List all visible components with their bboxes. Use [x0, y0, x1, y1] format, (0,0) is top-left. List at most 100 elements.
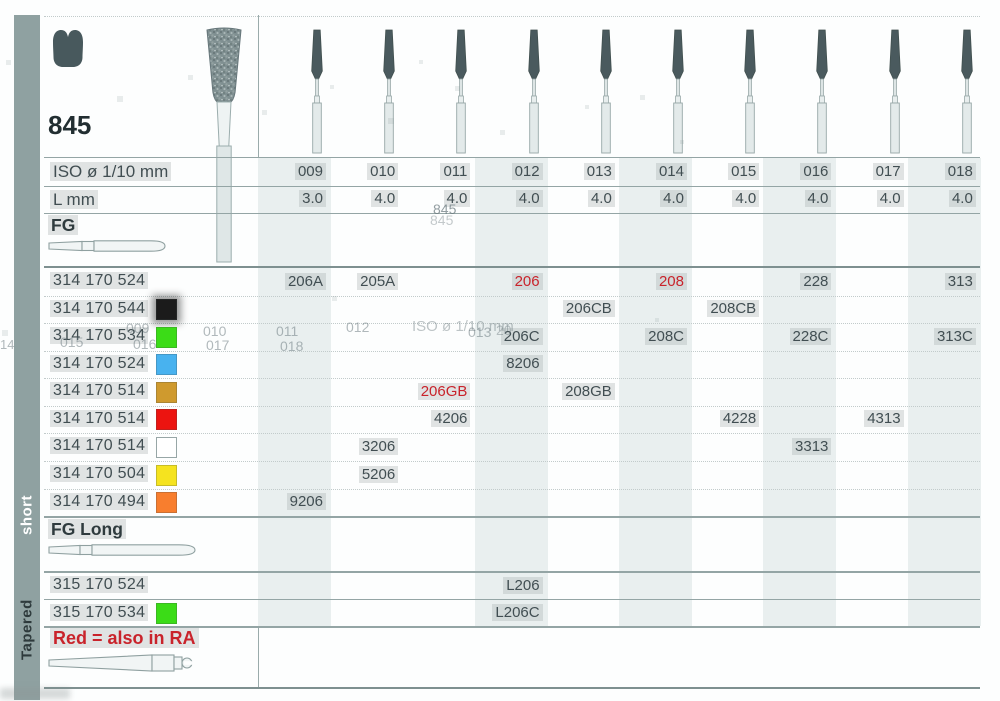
product-number: L206: [475, 576, 547, 594]
order-code: 314 170 524: [50, 272, 149, 290]
scan-ghost-text: 011: [276, 323, 299, 339]
rule: [44, 516, 980, 518]
noise-dot: [680, 140, 684, 144]
iso-value: 009: [258, 163, 330, 180]
mini-bur-image: [954, 27, 980, 155]
sidebar-label-short: short: [18, 495, 36, 535]
product-number: 206C: [475, 327, 547, 345]
rule: [44, 687, 980, 689]
scan-ghost-text: 015: [60, 334, 84, 350]
product-number: 208GB: [547, 382, 619, 400]
product-number: 208C: [619, 327, 691, 345]
color-dot-white: [156, 436, 177, 458]
noise-dot: [585, 105, 589, 109]
noise-dot: [330, 85, 334, 89]
product-number: 4228: [691, 410, 763, 428]
iso-value: 018: [908, 163, 980, 180]
order-code: 314 170 514: [50, 437, 149, 455]
scan-ghost-text: 009: [126, 320, 150, 336]
scan-ghost-text: 018: [280, 338, 304, 354]
mini-bur-image: [882, 27, 908, 155]
scan-ghost-text: 845: [433, 201, 457, 217]
section-label-fg-long: FG Long: [48, 519, 126, 540]
column-band: [619, 158, 692, 626]
order-code: 315 170 524: [50, 576, 149, 594]
order-code: 314 170 494: [50, 492, 149, 511]
footnote-red-ra: Red = also in RA: [50, 628, 199, 649]
mini-bur-image: [304, 27, 330, 155]
noise-dot: [388, 118, 394, 124]
product-number: 206CB: [547, 300, 619, 318]
scan-ghost-text: 012: [346, 319, 370, 335]
product-number: 228: [763, 272, 835, 290]
product-number: L206C: [475, 604, 547, 621]
order-code: 314 170 524: [50, 354, 149, 373]
color-dot-ochre: [156, 381, 177, 403]
l-value: 4.0: [330, 190, 402, 207]
section-label-fg: FG: [48, 215, 79, 236]
order-code: 314 170 504: [50, 465, 149, 483]
ra-shank-icon: [48, 651, 198, 675]
mini-bur-image: [809, 27, 835, 155]
l-value: 4.0: [836, 190, 908, 207]
product-number: 3206: [330, 437, 402, 455]
iso-value: 015: [691, 163, 763, 180]
noise-dot: [655, 318, 659, 322]
l-value: 4.0: [691, 190, 763, 207]
l-value: 4.0: [402, 190, 474, 207]
sidebar-label-tapered: Tapered: [18, 599, 36, 661]
scan-smudge: [0, 688, 70, 699]
length-label: L mm: [50, 190, 98, 210]
l-value: 4.0: [619, 190, 691, 207]
iso-value: 013: [547, 163, 619, 180]
noise-dot: [500, 130, 505, 135]
noise-dot: [332, 296, 337, 301]
noise-dot: [2, 330, 8, 336]
rule: [44, 350, 980, 352]
product-number: 4206: [402, 410, 474, 428]
product-number: 8206: [475, 355, 547, 373]
product-number: 4313: [836, 410, 908, 428]
product-number: 206: [475, 272, 547, 290]
color-dot-black: [156, 299, 177, 321]
iso-value: 010: [330, 163, 402, 180]
mini-bur-image: [665, 27, 691, 155]
product-number: 228C: [763, 327, 835, 345]
scan-ghost-text: 016: [133, 336, 157, 352]
order-code: 314 170 544: [50, 299, 149, 318]
scan-ghost-text: 017: [206, 337, 230, 353]
color-dot-green: [156, 603, 177, 624]
column-band: [474, 158, 548, 626]
column-band: [258, 158, 331, 626]
mini-bur-image: [448, 27, 474, 155]
rule: [44, 598, 980, 600]
noise-dot: [455, 86, 460, 91]
product-number: 5206: [330, 465, 402, 483]
order-code: 314 170 514: [50, 382, 149, 400]
product-number: 313C: [908, 327, 980, 345]
mini-bur-image: [521, 27, 547, 155]
l-value: 4.0: [547, 190, 619, 207]
product-number: 205A: [330, 272, 402, 290]
column-band: [763, 158, 837, 626]
noise-dot: [117, 96, 123, 102]
product-number: 206GB: [402, 382, 474, 400]
fg-shank-icon: [48, 237, 170, 255]
product-number: 9206: [258, 493, 330, 511]
mini-bur-image: [737, 27, 763, 155]
order-code: 314 170 514: [50, 409, 149, 428]
mini-bur-image: [376, 27, 402, 155]
scan-ghost-text: 14: [0, 337, 15, 352]
l-value: 4.0: [475, 190, 547, 207]
color-dot-red: [156, 409, 177, 431]
figure-number: 845: [48, 110, 92, 140]
rule: [44, 571, 980, 573]
rule: [44, 488, 980, 490]
l-value: 4.0: [763, 190, 835, 207]
rule: [44, 626, 980, 628]
l-value: 3.0: [258, 190, 330, 207]
scan-ghost-text: 013: [468, 324, 492, 340]
rule: [44, 15, 980, 17]
rule: [44, 266, 980, 269]
